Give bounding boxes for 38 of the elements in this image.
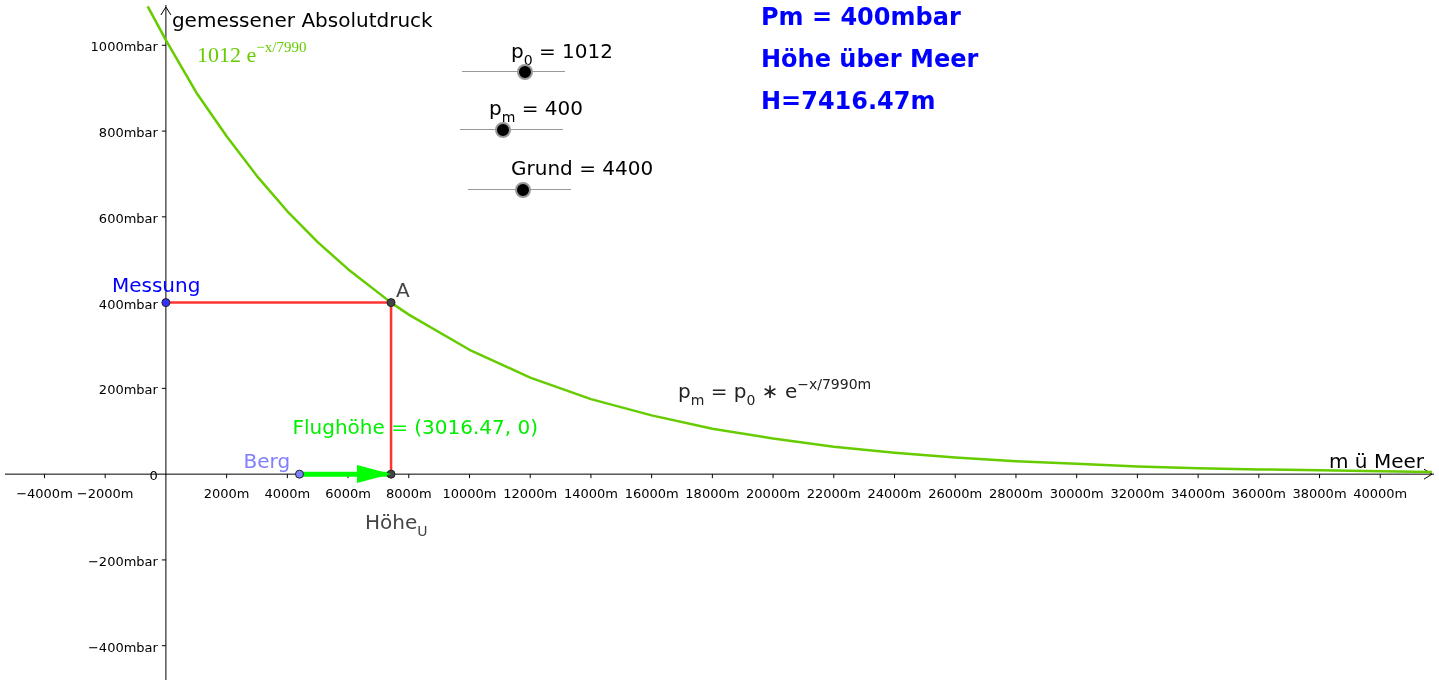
x-tick-label: 24000m [867,486,922,502]
x-tick-label: 14000m [563,486,618,502]
x-tick-label: 10000m [442,486,497,502]
annotation: Flughöhe = (3016.47, 0) [292,415,539,440]
x-tick-label: 12000m [503,486,558,502]
x-tick-label: 8000m [385,486,432,502]
x-tick-label: 4000m [264,486,311,502]
x-tick-label: 6000m [325,486,371,502]
x-tick-label: 26000m [928,486,983,502]
x-tick-label: 36000m [1231,486,1286,502]
x-tick-label: 16000m [624,486,679,502]
x-axis-title: m ü Meer [1329,449,1425,474]
y-tick-label: −200mbar [87,553,159,569]
annotation: A [396,277,411,302]
x-tick-label: 38000m [1292,486,1347,502]
x-tick-label: 2000m [203,486,250,502]
x-tick-label: 20000m [746,486,801,502]
annotation: H=7416.47m [761,87,936,115]
y-tick-label: 400mbar [98,296,159,312]
x-tick-label: 18000m [685,486,740,502]
y-axis-title: gemessener Absolutdruck [171,8,434,32]
y-tick-label: 200mbar [98,382,159,398]
x-tick-label: −2000m [76,486,134,502]
y-tick-label: 800mbar [98,125,159,141]
y-tick-label: 1000mbar [90,39,159,55]
x-tick-label: 40000m [1353,486,1408,502]
x-tick-label: 22000m [806,486,861,502]
x-tick-label: 30000m [1049,486,1104,502]
annotation: Pm = 400mbar [761,3,961,31]
x-tick-label: 32000m [1110,486,1165,502]
annotation: Berg [243,449,291,474]
x-tick-label: 34000m [1171,486,1226,502]
x-tick-label: 28000m [988,486,1043,502]
x-tick-label: −4000m [16,486,73,502]
annotation: Grund = 4400 [511,156,654,180]
annotation: Höhe über Meer [761,45,979,73]
y-tick-label: −400mbar [87,639,159,655]
y-tick-label: 600mbar [98,210,159,226]
